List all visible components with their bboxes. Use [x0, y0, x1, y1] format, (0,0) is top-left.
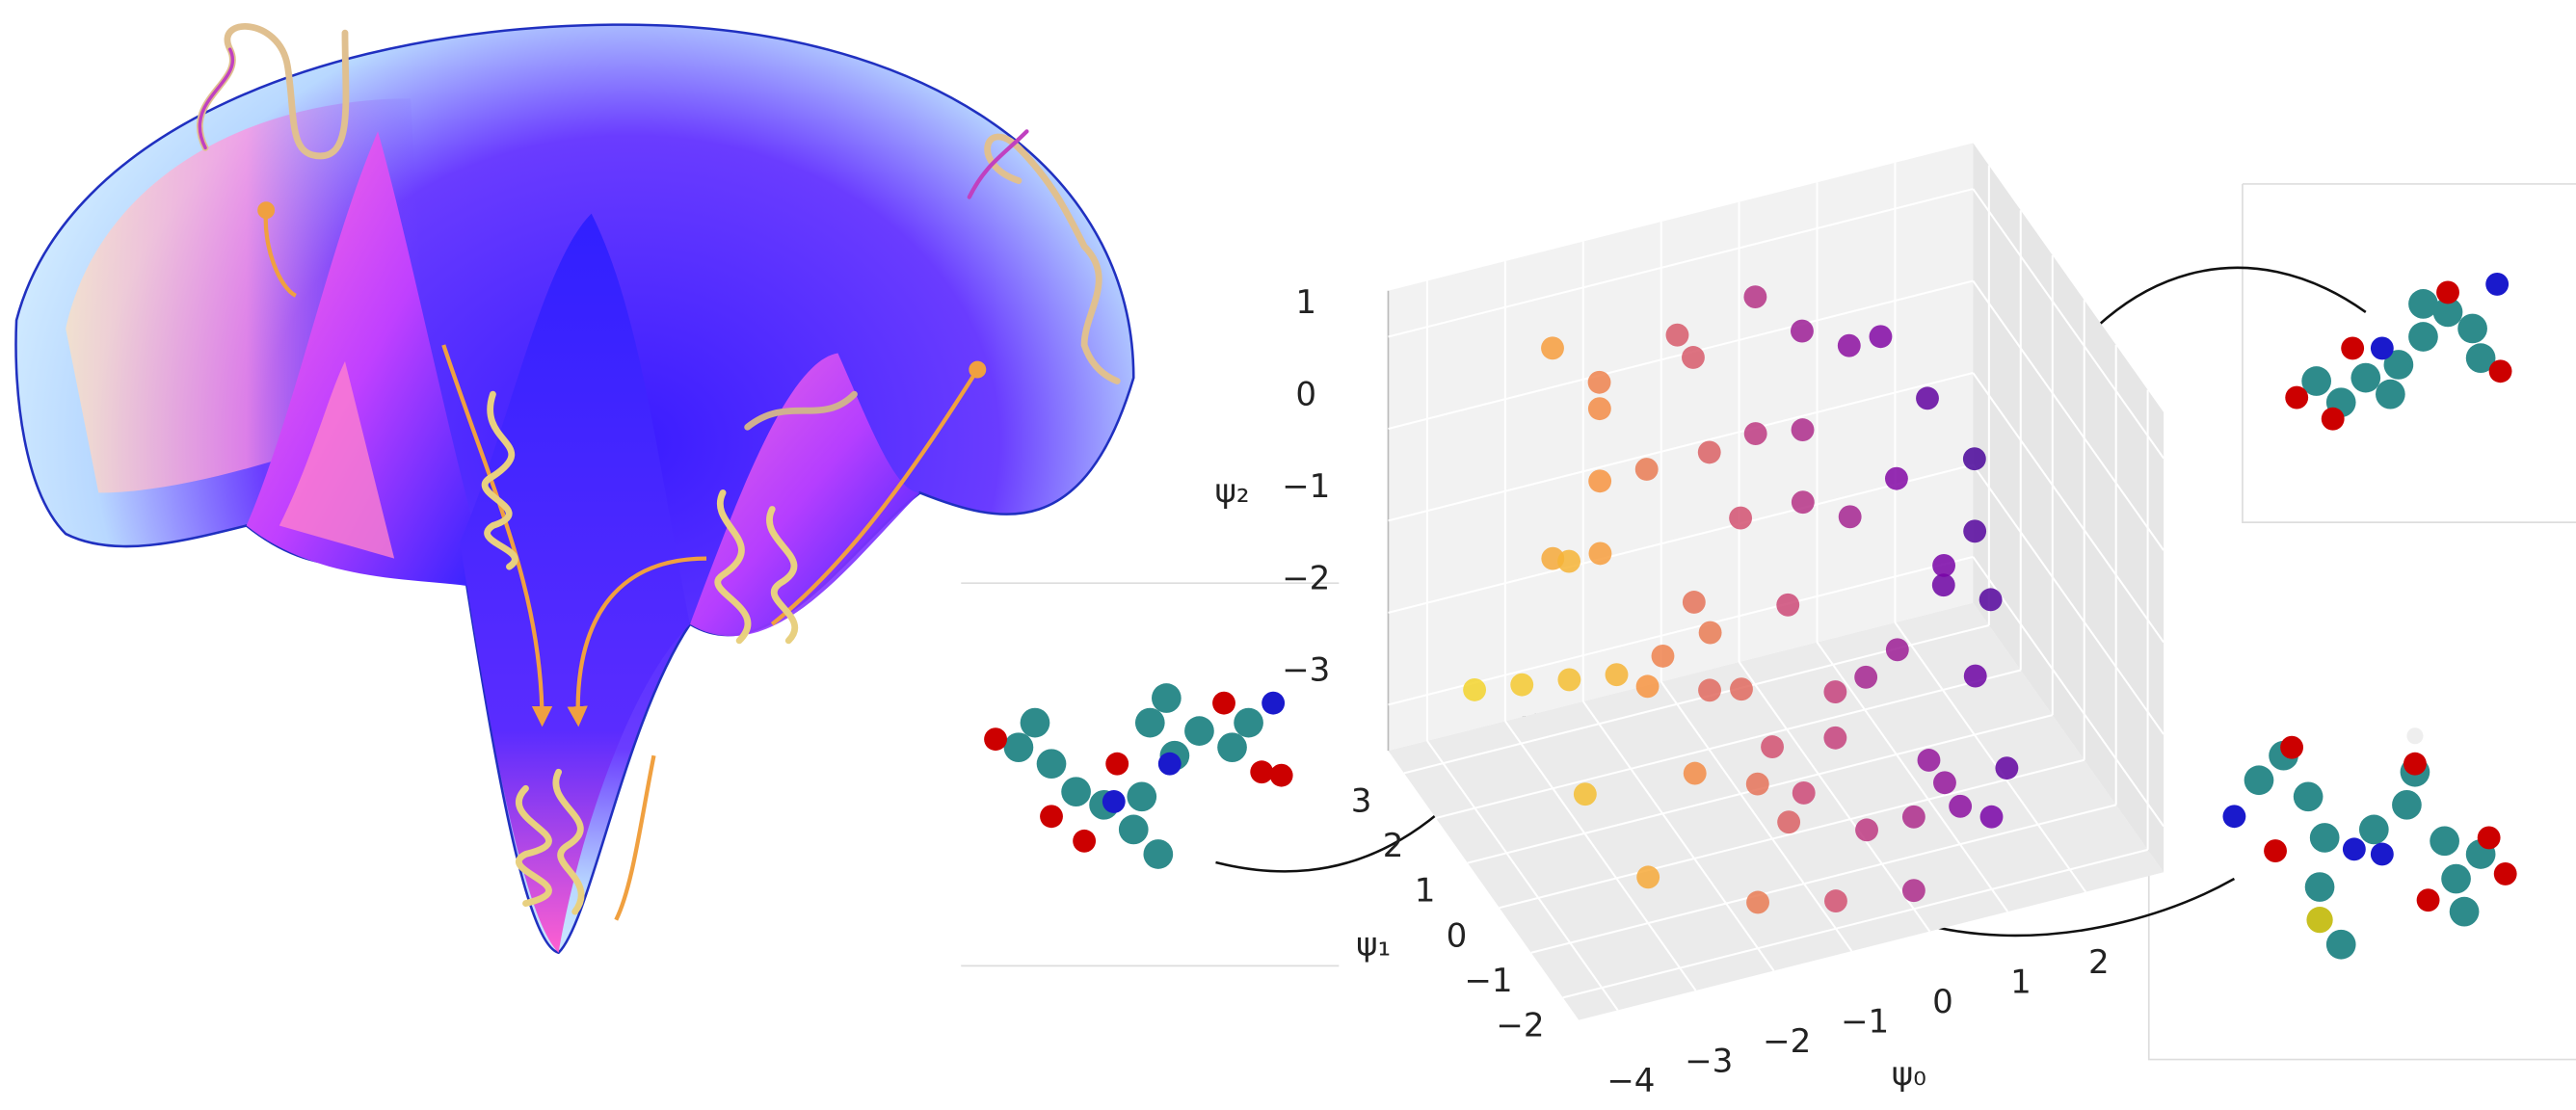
point	[1949, 795, 1972, 818]
point	[1666, 324, 1689, 347]
z-tick-label: 0	[1295, 375, 1316, 413]
point	[1635, 458, 1659, 481]
point	[1588, 371, 1611, 394]
point	[1855, 818, 1878, 841]
y-tick-label: −2	[1496, 1007, 1544, 1045]
point	[1932, 573, 1955, 596]
point	[1793, 781, 1816, 805]
point	[1730, 677, 1753, 700]
point	[1510, 674, 1533, 697]
point	[1541, 336, 1564, 359]
point	[1995, 756, 2018, 780]
point	[1606, 663, 1629, 686]
x-tick-label: −1	[1841, 1003, 1889, 1042]
point	[1652, 645, 1675, 668]
point	[1902, 806, 1925, 829]
point	[1463, 678, 1486, 701]
point	[1729, 507, 1752, 530]
point	[1761, 735, 1784, 758]
point	[1932, 554, 1955, 577]
point	[1683, 591, 1706, 614]
point	[1792, 418, 1815, 441]
y-tick-label: 2	[1383, 827, 1404, 865]
x-tick-label: −4	[1607, 1062, 1655, 1100]
point	[1979, 588, 2003, 611]
x-tick-label: 2	[2088, 943, 2110, 982]
point	[1916, 386, 1939, 410]
x-axis-label: ψ₀	[1892, 1055, 1926, 1094]
point	[1791, 320, 1814, 343]
point	[1886, 638, 1909, 661]
x-tick-label: 1	[2010, 964, 2032, 1002]
point	[1682, 346, 1705, 369]
x-tick-label: −3	[1685, 1042, 1733, 1080]
point	[1574, 782, 1597, 806]
point	[1743, 285, 1766, 308]
y-tick-label: −1	[1464, 962, 1512, 1000]
figure: −4−3−2−1012−2−10123−3−2−101ψ₀ψ₁ψ₂	[0, 0, 2576, 1106]
point	[1902, 879, 1925, 902]
point	[1684, 762, 1707, 785]
point	[1964, 665, 1987, 688]
point	[1746, 773, 1769, 796]
point	[1557, 669, 1580, 692]
point	[1588, 469, 1611, 492]
point	[1854, 666, 1877, 689]
z-tick-label: −1	[1282, 467, 1330, 506]
z-tick-label: −2	[1282, 559, 1330, 597]
point	[1792, 490, 1815, 514]
z-tick-label: −3	[1282, 651, 1330, 690]
point	[1698, 440, 1721, 463]
point	[1838, 334, 1861, 357]
point	[1963, 519, 1986, 542]
point	[1636, 674, 1660, 698]
z-axis-label: ψ₂	[1214, 472, 1249, 511]
point	[1776, 594, 1799, 617]
z-tick-label: 1	[1295, 283, 1316, 322]
point	[1777, 810, 1800, 833]
y-axis-label: ψ₁	[1356, 925, 1391, 964]
point	[1918, 749, 1941, 772]
point	[1636, 865, 1660, 888]
point	[1589, 542, 1612, 565]
x-tick-label: 0	[1932, 983, 1953, 1021]
point	[1823, 727, 1846, 750]
y-tick-label: 1	[1415, 872, 1436, 911]
point	[1588, 397, 1611, 420]
point	[1698, 678, 1721, 701]
y-tick-label: 0	[1447, 916, 1468, 955]
point	[1557, 550, 1580, 573]
x-tick-label: −2	[1763, 1022, 1811, 1061]
point	[1980, 806, 2004, 829]
point	[1699, 621, 1722, 645]
point	[1839, 505, 1862, 528]
point	[1823, 680, 1846, 703]
energy-landscape	[15, 25, 1133, 953]
point	[1963, 447, 1986, 470]
point	[1885, 467, 1908, 490]
point	[1824, 889, 1847, 912]
point	[1870, 325, 1893, 348]
point	[1933, 771, 1956, 794]
y-tick-label: 3	[1351, 782, 1372, 821]
point	[1746, 891, 1769, 914]
point	[1744, 422, 1767, 445]
